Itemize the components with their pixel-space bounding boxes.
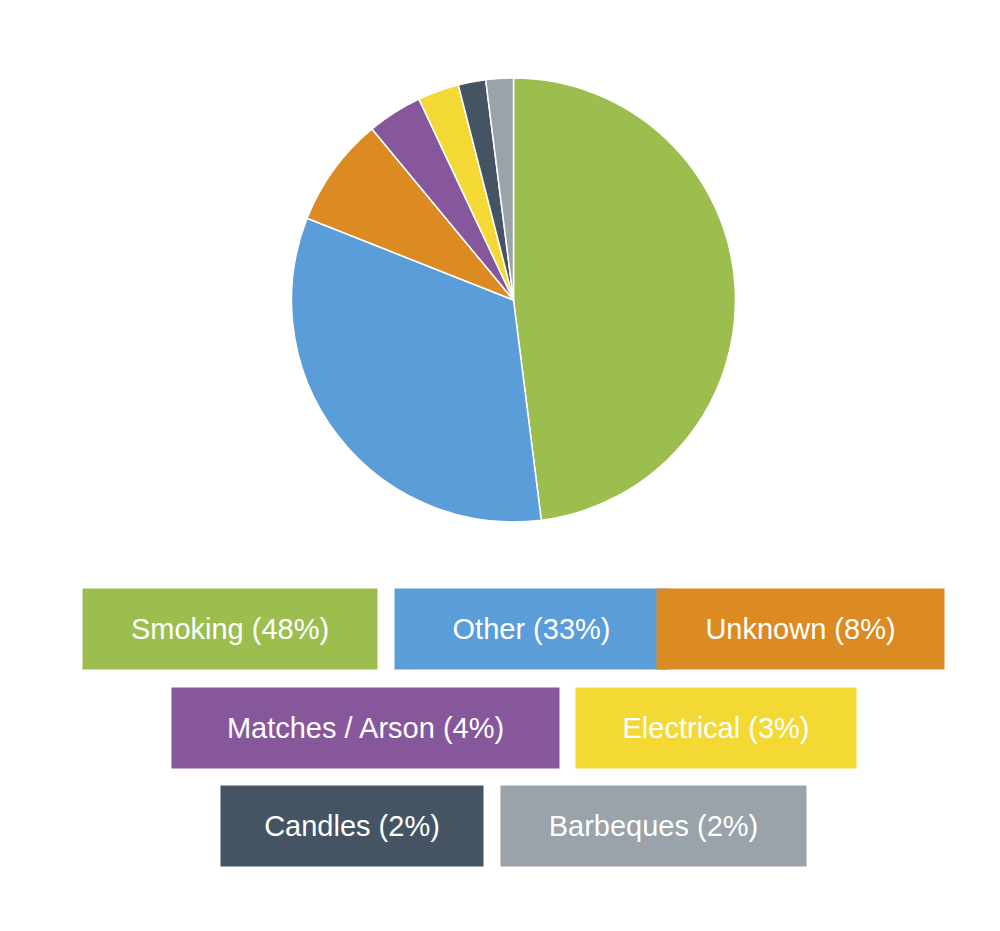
- svg-text:Electrical (3%): Electrical (3%): [623, 712, 810, 744]
- svg-text:Barbeques (2%): Barbeques (2%): [549, 810, 759, 842]
- svg-text:Candles (2%): Candles (2%): [264, 810, 440, 842]
- svg-text:Other (33%): Other (33%): [453, 613, 611, 645]
- svg-text:Smoking (48%): Smoking (48%): [131, 613, 329, 645]
- svg-text:Unknown (8%): Unknown (8%): [705, 613, 895, 645]
- svg-text:Matches / Arson (4%): Matches / Arson (4%): [227, 712, 504, 744]
